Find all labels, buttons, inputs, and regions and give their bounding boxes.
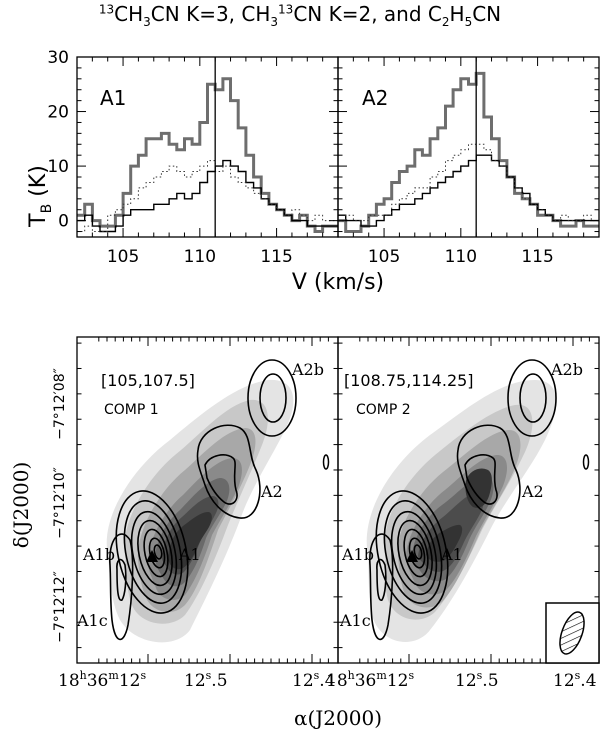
small-contour-comp1: [322, 454, 330, 470]
spectrum-panel-a2: 105 110 115 A2: [337, 56, 600, 267]
ra-tick-label-comp1-last: 12s.4: [292, 669, 336, 691]
ra-tick-label-comp2-last: 12s.4: [553, 669, 597, 691]
source-label-a2b-comp2: A2b: [550, 360, 583, 379]
title-sup-13a: 13: [98, 2, 115, 17]
ytick-label-a1-20: 20: [47, 103, 69, 123]
component-label-comp2: COMP 2: [356, 402, 411, 418]
ra-tick-label-comp2-mid: 12s.5: [455, 669, 499, 691]
velocity-range-comp2: [108.75,114.25]: [344, 371, 474, 390]
spectrum-a1-series-black-thin: [77, 159, 338, 233]
title-sub-3b: 3: [270, 15, 279, 29]
beam-ellipse: [559, 611, 585, 655]
frame-a2: [337, 56, 600, 238]
ra-tick-labels: 18h36m12s 12s.5 12s.4 18h36m12s 12s.5 12…: [58, 669, 597, 691]
spectra-ylabel: TB (K): [26, 165, 55, 228]
title-sub-2: 2: [441, 15, 450, 29]
source-label-a2-comp2: A2: [521, 482, 544, 501]
xtick-label-a1-115: 115: [260, 247, 292, 267]
figure-title: 13CH3CN K=3, CH313CN K=2, and C2H5CN: [0, 2, 600, 29]
source-label-a1b-comp2: A1b: [341, 545, 374, 564]
beam-box: [545, 602, 600, 664]
dec-tick-labels: −7°12′08″ −7°12′10″ −7°12′12″: [52, 368, 68, 643]
map-frame-comp2: [337, 336, 600, 664]
source-label-a1-comp1: A1: [178, 545, 201, 564]
source-label-a1c-comp1: A1c: [76, 611, 108, 630]
source-label-a1-comp2: A1: [440, 545, 463, 564]
xtick-label-a1-110: 110: [184, 247, 216, 267]
title-sup-13b: 13: [278, 2, 294, 17]
xtick-label-a1-105: 105: [107, 247, 139, 267]
source-label-a1b-comp1: A1b: [82, 545, 115, 564]
title-sub-5: 5: [464, 15, 473, 29]
xtick-label-a2-115: 115: [521, 247, 553, 267]
dec-tick-label-08: −7°12′08″: [52, 368, 68, 440]
component-label-comp1: COMP 1: [104, 402, 159, 418]
map-panel-comp1: [105,107.5] COMP 1 A1 A1b A1c A2 A2b: [76, 336, 339, 664]
ra-tick-label-comp1-mid: 12s.5: [184, 669, 228, 691]
map-ylabel: δ(J2000): [9, 462, 33, 549]
source-label-a1c-comp2: A1c: [339, 611, 371, 630]
xtick-label-a2-110: 110: [445, 247, 477, 267]
map-panel-comp2: [108.75,114.25] COMP 2 A1 A1b A1c A2 A2b: [337, 336, 600, 664]
title-part-b: CN K=2, and C: [293, 2, 442, 26]
ytick-label-a1-30: 30: [47, 48, 69, 68]
gray-emission-comp1: [106, 379, 294, 643]
title-h: H: [449, 2, 465, 26]
source-marker-a1-comp1: [146, 550, 158, 562]
dec-tick-label-10: −7°12′10″: [52, 467, 68, 539]
title-cn: CN: [472, 2, 502, 26]
ra-tick-label-comp1-first: 18h36m12s: [58, 669, 146, 691]
contours-comp1: [109, 359, 297, 641]
ytick-label-a1-0: 0: [58, 212, 69, 232]
spectrum-panel-a1: 105 110 115 0 10 20 30 A1: [47, 48, 339, 267]
ytick-label-a1-10: 10: [47, 157, 69, 177]
xtick-label-a2-105: 105: [368, 247, 400, 267]
panel-label-a1: A1: [100, 86, 126, 110]
velocity-range-comp1: [105,107.5]: [101, 371, 195, 390]
panel-label-a2: A2: [362, 86, 388, 110]
small-contour-comp2: [582, 454, 590, 470]
spectra-xlabel: V (km/s): [292, 270, 384, 295]
spectrum-a2-series-black-thin: [338, 154, 599, 227]
source-label-a2-comp1: A2: [260, 482, 283, 501]
title-part-a: CN K=3, CH: [150, 2, 271, 26]
map-xlabel: α(J2000): [294, 706, 382, 730]
source-marker-a1-comp2: [406, 550, 418, 562]
spectrum-a1-series-dotted: [77, 160, 338, 232]
dec-tick-label-12: −7°12′12″: [52, 571, 68, 643]
source-label-a2b-comp1: A2b: [291, 360, 324, 379]
title-ch: CH: [114, 2, 144, 26]
spectrum-a2-series-dotted: [338, 143, 599, 222]
ra-tick-label-comp2-first: 18h36m12s: [326, 669, 414, 691]
title-sub-3a: 3: [143, 15, 151, 29]
